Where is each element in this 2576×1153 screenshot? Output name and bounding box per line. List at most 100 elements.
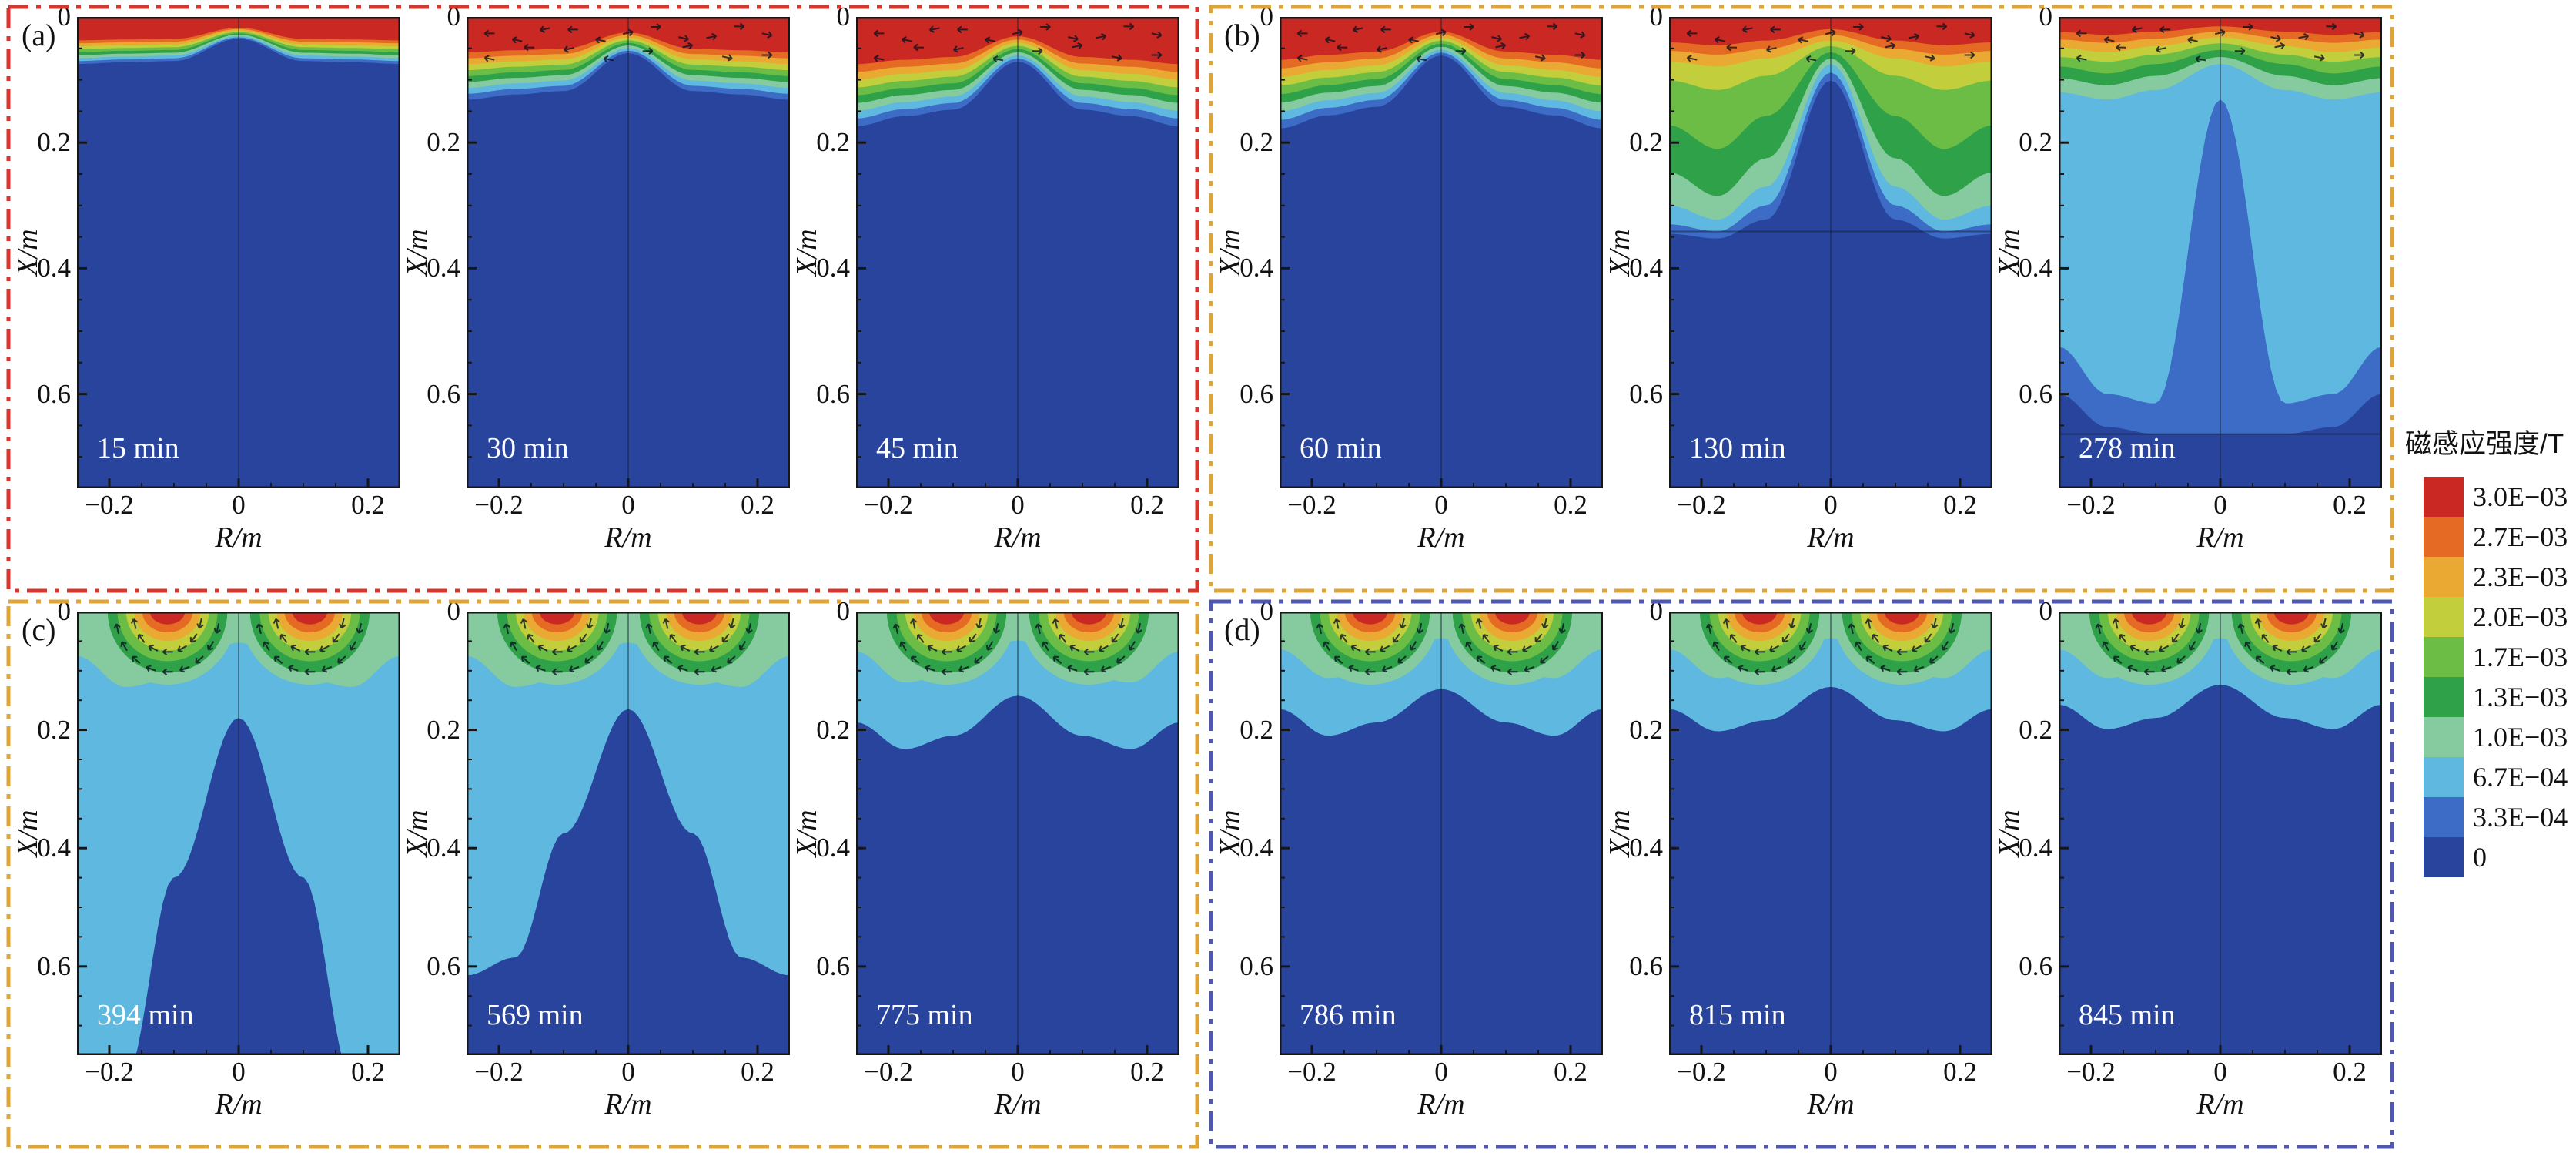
x-tick-label: 0	[1824, 1057, 1838, 1087]
y-tick-label: 0.4	[427, 833, 460, 863]
y-tick-label: 0.2	[1239, 127, 1273, 158]
contour-panel: X/m 0 0.2 0.4 0.6 775 min −0.2 0 0.2 R/m	[791, 596, 1179, 1121]
contour-plot: 394 min	[77, 612, 400, 1055]
contour-map	[467, 17, 790, 488]
x-axis-label: R/m	[1417, 521, 1465, 554]
contour-panel: X/m 0 0.2 0.4 0.6 786 min −0.2 0 0.2 R/m	[1214, 596, 1603, 1121]
panel-group-b: (b) X/m 0 0.2 0.4 0.6 60 min −0.2 0 0.2 R/m X/m 0 0.…	[1209, 2, 2394, 593]
x-tick-label: 0	[1011, 1057, 1025, 1087]
y-tick-label: 0.2	[427, 127, 460, 158]
contour-panel: X/m 0 0.2 0.4 0.6 278 min −0.2 0 0.2 R/m	[1993, 2, 2382, 555]
x-axis: −0.2 0 0.2 R/m	[1669, 1055, 1992, 1121]
y-tick-label: 0	[836, 2, 851, 32]
x-axis: −0.2 0 0.2 R/m	[77, 1055, 400, 1121]
x-axis: −0.2 0 0.2 R/m	[2059, 488, 2382, 555]
contour-panel: X/m 0 0.2 0.4 0.6 60 min −0.2 0 0.2 R/m	[1214, 2, 1603, 555]
y-tick-label: 0.4	[37, 253, 71, 283]
x-tick-label: 0	[1824, 490, 1838, 520]
contour-map	[77, 17, 400, 488]
y-tick-label: 0.2	[816, 127, 850, 158]
y-tick-label: 0.2	[2019, 127, 2052, 158]
y-tick-label: 0.4	[427, 253, 460, 283]
x-tick-label: −0.2	[85, 490, 134, 520]
time-label: 569 min	[487, 999, 584, 1031]
contour-plot: 30 min	[467, 17, 790, 488]
contour-plot: 15 min	[77, 17, 400, 488]
x-axis: −0.2 0 0.2 R/m	[1280, 1055, 1603, 1121]
x-tick-label: 0.2	[351, 490, 385, 520]
group-label-a: (a)	[22, 18, 56, 52]
x-tick-label: 0	[2213, 490, 2227, 520]
x-axis-label: R/m	[2196, 521, 2244, 554]
x-axis-label: R/m	[215, 521, 263, 554]
colorbar-swatch	[2424, 717, 2464, 757]
contour-map	[2059, 17, 2382, 488]
colorbar-swatch	[2424, 557, 2464, 597]
colorbar-entry: 3.0E−03	[2424, 477, 2576, 517]
x-tick-label: 0.2	[741, 490, 774, 520]
contour-panel: X/m 0 0.2 0.4 0.6 15 min −0.2 0 0.2 R/m	[12, 2, 400, 555]
contour-map	[77, 612, 400, 1055]
contour-map	[1280, 17, 1603, 488]
y-tick-label: 0	[2039, 596, 2053, 626]
contour-panel: X/m 0 0.2 0.4 0.6 815 min −0.2 0 0.2 R/m	[1604, 596, 1992, 1121]
colorbar-swatch	[2424, 677, 2464, 717]
y-axis: X/m 0 0.2 0.4 0.6	[1993, 596, 2059, 1055]
y-axis: X/m 0 0.2 0.4 0.6	[12, 596, 77, 1055]
contour-panel: X/m 0 0.2 0.4 0.6 45 min −0.2 0 0.2 R/m	[791, 2, 1179, 555]
x-tick-label: 0.2	[1130, 490, 1164, 520]
panel-group-a: (a) X/m 0 0.2 0.4 0.6 15 min −0.2 0 0.2 R/m X/m 0 0.…	[6, 2, 1199, 593]
panel-group-d: (d) X/m 0 0.2 0.4 0.6 786 min −0.2 0 0.2 R/m X/m 0 0…	[1209, 596, 2394, 1149]
colorbar-tick-label: 2.3E−03	[2473, 561, 2568, 592]
time-label: 15 min	[97, 432, 179, 464]
group-label-c: (c)	[22, 612, 56, 647]
x-tick-label: 0.2	[2333, 490, 2367, 520]
y-tick-label: 0.2	[37, 714, 71, 745]
contour-plot: 569 min	[467, 612, 790, 1055]
colorbar-tick-label: 1.0E−03	[2473, 722, 2568, 752]
colorbar-swatch	[2424, 837, 2464, 877]
y-tick-label: 0.2	[2019, 714, 2052, 745]
y-tick-label: 0.2	[1629, 714, 1663, 745]
contour-map	[1669, 17, 1992, 488]
x-tick-label: −0.2	[85, 1057, 134, 1087]
contour-panel: X/m 0 0.2 0.4 0.6 394 min −0.2 0 0.2 R/m	[12, 596, 400, 1121]
y-tick-label: 0.6	[1239, 378, 1273, 409]
colorbar-swatch	[2424, 757, 2464, 797]
y-tick-label: 0.4	[1239, 253, 1273, 283]
y-tick-label: 0.6	[2019, 378, 2052, 409]
x-tick-label: 0.2	[1554, 490, 1587, 520]
contour-plot: 815 min	[1669, 612, 1992, 1055]
colorbar-tick-label: 1.7E−03	[2473, 642, 2568, 672]
x-axis-label: R/m	[2196, 1088, 2244, 1121]
y-axis: X/m 0 0.2 0.4 0.6	[1604, 2, 1669, 488]
contour-panel: X/m 0 0.2 0.4 0.6 569 min −0.2 0 0.2 R/m	[401, 596, 790, 1121]
contour-map	[1669, 612, 1992, 1055]
x-axis: −0.2 0 0.2 R/m	[77, 488, 400, 555]
y-tick-label: 0.6	[427, 378, 460, 409]
colorbar-entry: 2.7E−03	[2424, 517, 2576, 557]
contour-map	[2059, 612, 2382, 1055]
contour-panel: X/m 0 0.2 0.4 0.6 30 min −0.2 0 0.2 R/m	[401, 2, 790, 555]
x-axis-label: R/m	[994, 1088, 1042, 1121]
x-axis-label: R/m	[994, 521, 1042, 554]
y-tick-label: 0.4	[2019, 833, 2052, 863]
y-tick-label: 0.4	[2019, 253, 2052, 283]
x-tick-label: 0.2	[351, 1057, 385, 1087]
panel-group-c: (c) X/m 0 0.2 0.4 0.6 394 min −0.2 0 0.2 R/m X/m 0 0…	[6, 596, 1199, 1149]
x-axis-label: R/m	[604, 1088, 652, 1121]
x-tick-label: 0	[1011, 490, 1025, 520]
colorbar-swatch	[2424, 637, 2464, 677]
x-tick-label: 0	[1434, 490, 1448, 520]
x-axis: −0.2 0 0.2 R/m	[1669, 488, 1992, 555]
x-axis: −0.2 0 0.2 R/m	[467, 488, 790, 555]
contour-plot: 845 min	[2059, 612, 2382, 1055]
x-axis: −0.2 0 0.2 R/m	[467, 1055, 790, 1121]
y-tick-label: 0.6	[37, 950, 71, 981]
x-tick-label: −0.2	[474, 1057, 524, 1087]
y-tick-label: 0.4	[37, 833, 71, 863]
contour-plot: 60 min	[1280, 17, 1603, 488]
y-axis: X/m 0 0.2 0.4 0.6	[401, 2, 467, 488]
y-tick-label: 0	[1260, 2, 1274, 32]
